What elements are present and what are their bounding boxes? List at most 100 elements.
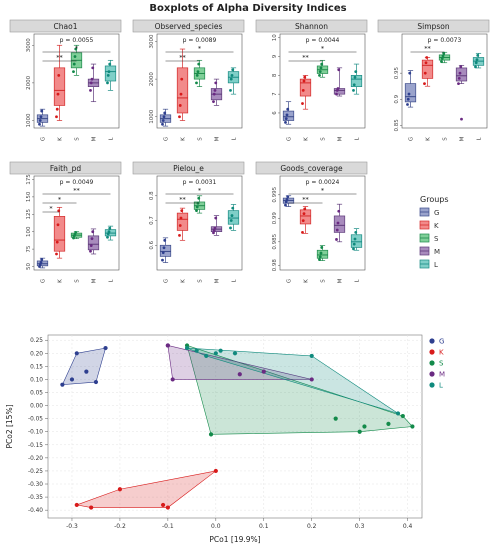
- point-G: [103, 345, 108, 351]
- data-point: [229, 226, 232, 230]
- panel-strip: [9, 161, 122, 175]
- data-point: [197, 196, 201, 200]
- data-point: [354, 70, 358, 73]
- x-tick-label: G: [164, 279, 170, 283]
- point-G: [74, 351, 79, 356]
- data-point: [335, 238, 338, 241]
- data-point: [74, 231, 78, 234]
- box-K: [176, 67, 189, 114]
- point-G: [93, 379, 99, 385]
- box-M: [455, 67, 468, 82]
- box-K: [421, 59, 434, 79]
- point-L: [232, 351, 238, 356]
- data-point: [195, 205, 199, 209]
- significance-label: *: [321, 187, 325, 195]
- data-point: [441, 54, 445, 58]
- data-point: [180, 209, 184, 213]
- legend-label: K: [439, 349, 444, 357]
- x-tick-label: -0.3: [66, 523, 78, 530]
- data-point: [230, 214, 234, 217]
- point-K: [160, 502, 166, 508]
- y-tick-label: 0.95: [394, 67, 400, 80]
- data-point: [107, 70, 111, 73]
- y-tick-label: 0.8: [149, 191, 155, 200]
- panel-strip: [377, 19, 490, 33]
- data-point: [230, 73, 234, 77]
- point-S: [333, 416, 338, 421]
- x-tick-label: S: [443, 137, 449, 141]
- y-tick-label: -0.05: [28, 417, 43, 423]
- point-L: [204, 353, 209, 359]
- point-L: [309, 353, 314, 359]
- data-point: [301, 231, 304, 234]
- x-tick-label: G: [41, 279, 47, 283]
- x-tick-label: M: [92, 278, 98, 283]
- data-point: [106, 81, 109, 85]
- point-L: [218, 348, 223, 353]
- point-S: [410, 424, 415, 429]
- plot-area: [279, 33, 366, 129]
- panel-title: Goods_coverage: [280, 164, 343, 173]
- x-tick-label: K: [58, 279, 64, 283]
- legend-label: M: [439, 371, 445, 379]
- point-L: [213, 351, 218, 356]
- box-K: [299, 209, 312, 225]
- box-M: [333, 215, 346, 233]
- data-point: [162, 246, 166, 250]
- data-point: [39, 260, 43, 264]
- data-point: [212, 92, 216, 96]
- x-tick-label: G: [164, 137, 170, 141]
- plot-area: [33, 175, 120, 271]
- y-tick-label: 175: [26, 174, 32, 185]
- data-point: [40, 109, 44, 113]
- y-tick-label: 100: [26, 226, 32, 237]
- data-point: [55, 107, 59, 111]
- y-tick-label: 10: [272, 34, 278, 41]
- x-tick-label: S: [75, 279, 81, 283]
- x-tick-label: 0.2: [307, 523, 317, 530]
- x-tick-label: L: [355, 137, 361, 141]
- data-point: [335, 92, 338, 96]
- significance-label: *: [49, 205, 53, 213]
- panel-title: Pielou_e: [173, 164, 204, 173]
- x-tick-label: M: [460, 136, 466, 141]
- y-tick-label: 0.995: [272, 186, 278, 202]
- data-point: [91, 230, 95, 234]
- data-point: [89, 89, 92, 92]
- y-tick-label: 0.7: [149, 216, 155, 225]
- data-point: [457, 82, 460, 86]
- data-point: [212, 231, 215, 235]
- data-point: [179, 216, 183, 220]
- data-point: [90, 237, 94, 241]
- x-tick-label: G: [41, 137, 47, 141]
- box-G: [159, 244, 172, 257]
- y-tick-label: 75: [26, 245, 32, 252]
- boxplot-panel: Simpson 0.85 0.9 0.95 G K S M Lp = 0.0073**: [377, 19, 490, 141]
- point-S: [400, 413, 405, 419]
- point-K: [165, 505, 170, 510]
- panel-title: Simpson: [417, 22, 449, 31]
- data-point: [161, 251, 165, 255]
- x-tick-label: L: [477, 137, 483, 141]
- panel-strip: [132, 19, 245, 33]
- legend-title: Groups: [420, 195, 449, 204]
- data-point: [460, 117, 463, 121]
- x-tick-label: K: [181, 137, 187, 141]
- x-tick-label: G: [287, 279, 293, 283]
- data-point: [161, 119, 165, 122]
- data-point: [423, 71, 427, 75]
- x-tick-label: S: [198, 137, 204, 141]
- data-point: [458, 71, 462, 75]
- data-point: [163, 238, 167, 242]
- data-point: [91, 66, 95, 70]
- x-tick-label: 0.0: [211, 523, 221, 530]
- hull-M: [167, 345, 312, 380]
- data-point: [285, 198, 289, 201]
- data-point: [89, 81, 93, 85]
- x-tick-label: S: [321, 137, 327, 141]
- data-point: [353, 75, 357, 79]
- data-point: [179, 92, 183, 96]
- box-G: [282, 110, 295, 121]
- data-point: [90, 77, 94, 81]
